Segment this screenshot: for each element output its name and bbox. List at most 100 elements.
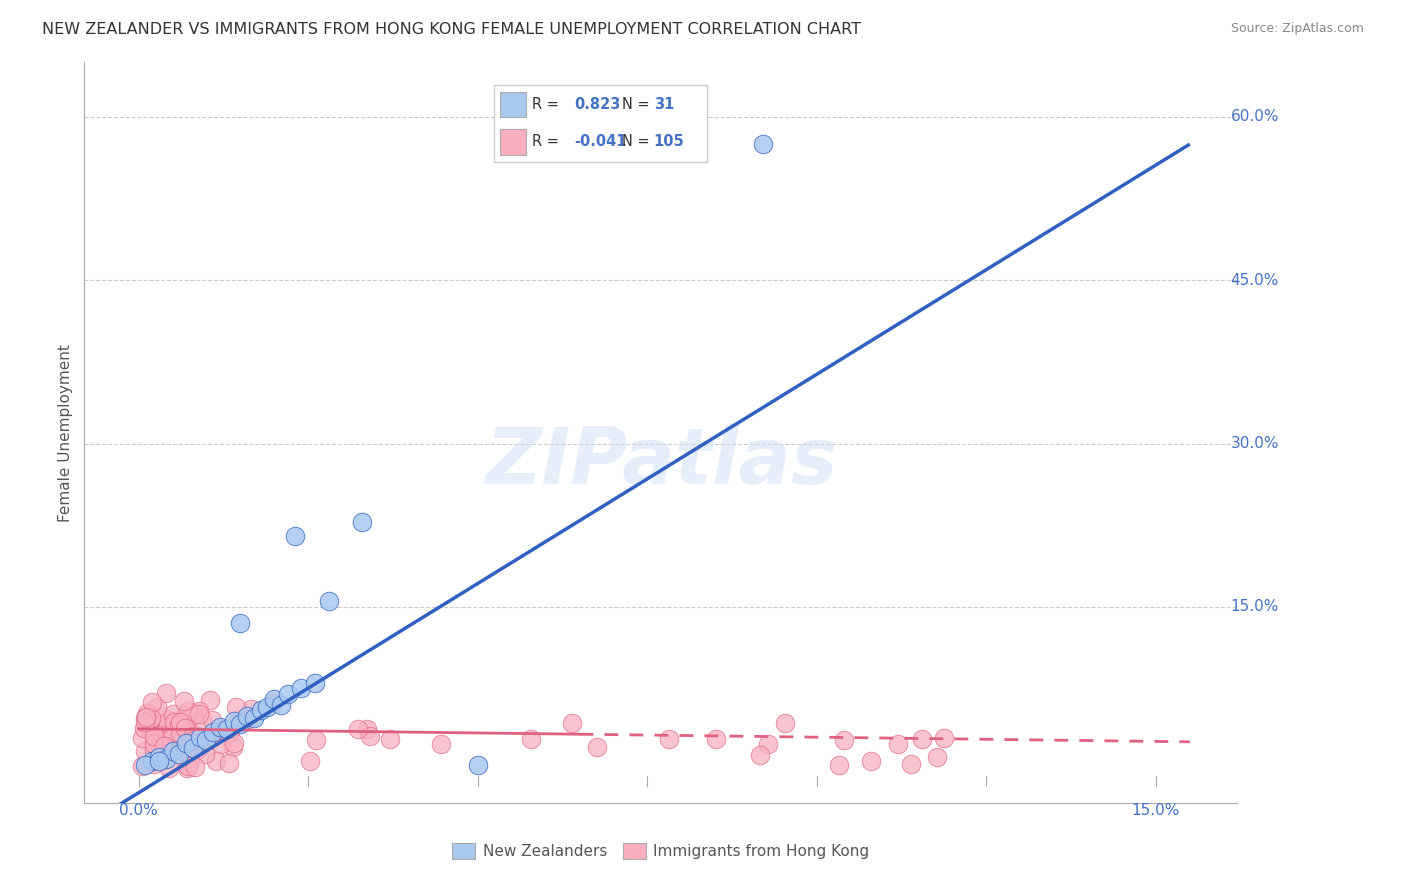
Point <box>263 692 285 706</box>
Point <box>229 717 252 731</box>
Point <box>318 594 340 608</box>
Point <box>134 721 156 735</box>
Point <box>749 747 772 762</box>
Point <box>141 695 163 709</box>
Point <box>150 742 173 756</box>
Point <box>195 732 218 747</box>
Point <box>228 714 250 728</box>
Point <box>356 722 378 736</box>
Point <box>172 744 194 758</box>
Point <box>202 725 225 739</box>
Point <box>146 723 169 738</box>
Point <box>152 709 174 723</box>
Point <box>756 737 779 751</box>
Point <box>188 704 211 718</box>
Point <box>932 731 955 746</box>
Y-axis label: Female Unemployment: Female Unemployment <box>58 343 73 522</box>
Point <box>751 137 773 152</box>
Point <box>131 731 153 746</box>
Point <box>134 744 156 758</box>
Point <box>186 742 208 756</box>
Point <box>162 715 184 730</box>
Point <box>304 676 326 690</box>
Text: 60.0%: 60.0% <box>1230 110 1279 124</box>
Point <box>169 747 191 761</box>
Point <box>184 739 207 754</box>
Point <box>187 736 209 750</box>
Point <box>236 708 259 723</box>
Point <box>148 750 170 764</box>
Point <box>218 756 240 770</box>
Point <box>181 741 204 756</box>
Point <box>139 714 162 729</box>
Point <box>136 719 159 733</box>
Point <box>148 737 170 751</box>
Point <box>194 747 217 761</box>
Point <box>179 755 201 769</box>
Point <box>169 726 191 740</box>
Point <box>183 730 205 744</box>
Text: ZIPatlas: ZIPatlas <box>485 425 837 500</box>
Point <box>134 711 156 725</box>
Text: NEW ZEALANDER VS IMMIGRANTS FROM HONG KONG FEMALE UNEMPLOYMENT CORRELATION CHART: NEW ZEALANDER VS IMMIGRANTS FROM HONG KO… <box>42 22 862 37</box>
Point <box>155 752 177 766</box>
Text: 0.0%: 0.0% <box>120 803 157 818</box>
Point <box>284 529 307 543</box>
Point <box>215 722 238 736</box>
Point <box>135 710 157 724</box>
Point <box>467 757 489 772</box>
Point <box>773 716 796 731</box>
Point <box>150 739 173 753</box>
Point <box>198 693 221 707</box>
Point <box>188 731 211 745</box>
Point <box>221 739 243 754</box>
Point <box>136 712 159 726</box>
Point <box>243 711 266 725</box>
Point <box>225 700 247 714</box>
Point <box>378 732 401 747</box>
Point <box>177 743 200 757</box>
Text: 45.0%: 45.0% <box>1230 273 1279 288</box>
Point <box>186 731 208 745</box>
Point <box>146 699 169 714</box>
Point <box>148 755 170 769</box>
Point <box>143 729 166 743</box>
Point <box>222 714 245 728</box>
Point <box>153 739 176 753</box>
Text: 15.0%: 15.0% <box>1230 599 1279 615</box>
Point <box>224 736 246 750</box>
Point <box>159 731 181 745</box>
Point <box>290 681 312 696</box>
Point <box>201 714 224 728</box>
Point <box>298 754 321 768</box>
Point <box>911 731 934 746</box>
Point <box>142 743 165 757</box>
Point <box>145 730 167 744</box>
Point <box>173 694 195 708</box>
Point <box>900 756 922 771</box>
Point <box>157 739 180 753</box>
Point <box>658 732 681 747</box>
Point <box>134 715 156 730</box>
Point <box>359 729 381 743</box>
Point <box>143 737 166 751</box>
Point <box>925 750 948 764</box>
Text: Source: ZipAtlas.com: Source: ZipAtlas.com <box>1230 22 1364 36</box>
Point <box>183 760 205 774</box>
Point <box>520 732 543 747</box>
Point <box>162 743 184 757</box>
Point <box>177 759 200 773</box>
Point <box>229 616 252 631</box>
Point <box>142 757 165 772</box>
Point <box>240 702 263 716</box>
Point <box>219 725 242 739</box>
Point <box>305 732 328 747</box>
Point <box>859 754 882 768</box>
Point <box>204 755 226 769</box>
Point <box>173 721 195 735</box>
Point <box>136 706 159 720</box>
Point <box>586 739 609 754</box>
Point <box>828 758 851 772</box>
Point <box>172 744 194 758</box>
Point <box>706 731 728 746</box>
